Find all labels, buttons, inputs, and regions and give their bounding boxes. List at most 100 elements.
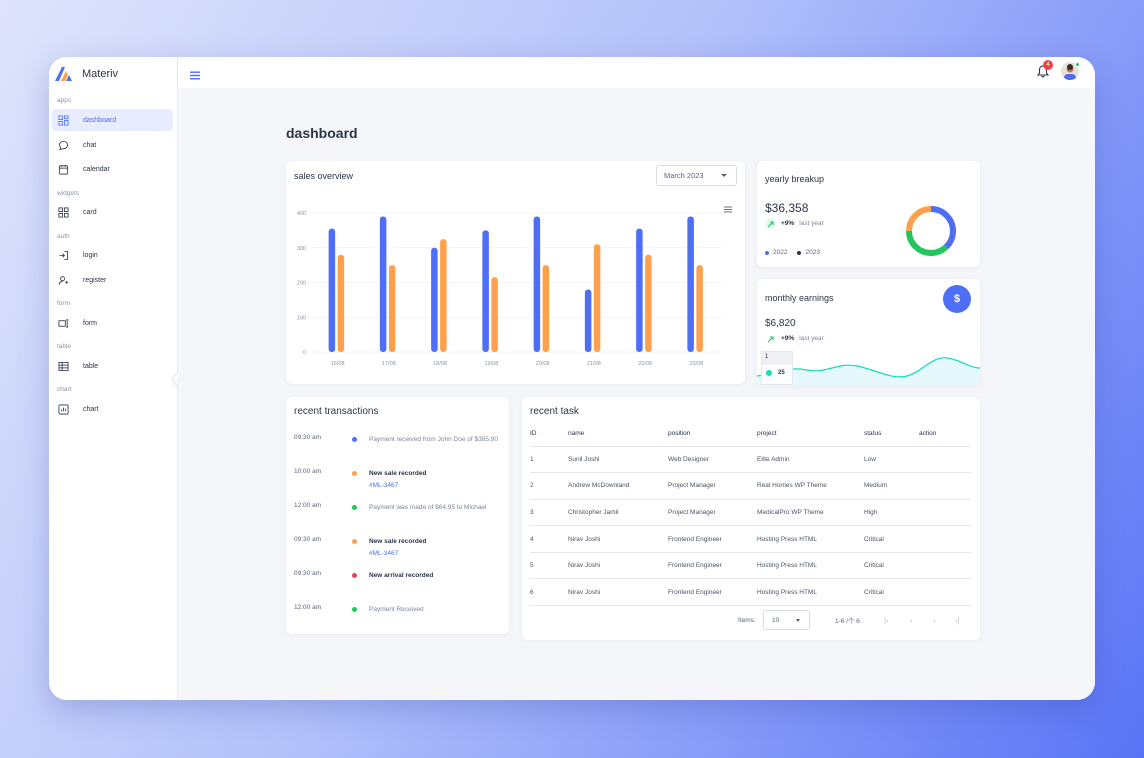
- prev-page-button[interactable]: ‹: [910, 615, 913, 625]
- sidebar-item-table[interactable]: table: [52, 355, 173, 377]
- sidebar-item-chat[interactable]: chat: [52, 134, 173, 156]
- bar-series-1-23/08: [696, 265, 703, 352]
- table-cell: Project Manager: [668, 472, 757, 500]
- sidebar-section-table: table: [57, 343, 72, 350]
- trend-up-icon: [765, 218, 776, 229]
- table-cell: Christopher Jamil: [568, 499, 668, 527]
- next-page-button[interactable]: ›: [933, 615, 936, 625]
- column-header-action: action: [919, 422, 971, 447]
- yearly-donut-chart: [906, 206, 956, 256]
- earnings-change-row: +9% last year: [765, 333, 824, 344]
- legend-dot: [797, 250, 802, 255]
- logo-icon: [55, 67, 72, 81]
- bar-series-1-18/08: [440, 239, 447, 352]
- sidebar-section-apps: apps: [57, 97, 72, 104]
- yearly-amount: $36,358: [765, 201, 809, 215]
- transaction-text: Payment received from John Doe of $385.9…: [369, 436, 498, 443]
- bar-series-1-20/08: [542, 265, 550, 352]
- table-row[interactable]: 3 Christopher Jamil Project Manager Medical…: [530, 499, 971, 527]
- table-cell: Hosting Press HTML: [757, 525, 864, 553]
- table-row[interactable]: 4 Nirav Joshi Frontend Engineer Hosting Pre…: [530, 525, 971, 553]
- table-cell: Frontend Engineer: [668, 578, 757, 607]
- transaction-link[interactable]: #ML-3467: [369, 482, 399, 489]
- avatar[interactable]: [1061, 62, 1079, 80]
- sidebar-item-label: login: [83, 251, 98, 259]
- page-range: 1-6 /个 6: [835, 618, 860, 625]
- table-cell: Real Homes WP Theme: [757, 472, 864, 500]
- page-size-select[interactable]: 10: [763, 610, 810, 630]
- table-cell: Low: [864, 446, 919, 474]
- brand[interactable]: Materiv: [55, 65, 118, 83]
- table-row[interactable]: 2 Andrew McDownland Project Manager Real Ho…: [530, 472, 971, 500]
- earnings-sparkline: [757, 357, 980, 386]
- sidebar-section-auth: auth: [57, 233, 70, 240]
- table-row[interactable]: 5 Nirav Joshi Frontend Engineer Hosting Pre…: [530, 552, 971, 580]
- month-select-value: March 2023: [664, 171, 704, 180]
- sidebar-item-form[interactable]: form: [52, 312, 173, 334]
- sidebar-item-label: calendar: [83, 165, 110, 173]
- transaction-dot: [352, 573, 357, 578]
- yearly-change: +9%: [781, 220, 795, 227]
- table-cell: Web Designer: [668, 446, 757, 474]
- table-row[interactable]: 6 Nirav Joshi Frontend Engineer Hosting Pre…: [530, 578, 971, 607]
- bar-series-0-22/08: [636, 228, 643, 352]
- yearly-breakup-card: yearly breakup $36,358 +9% last year 202…: [757, 161, 980, 267]
- bar-series-1-22/08: [645, 254, 652, 352]
- notification-badge: 4: [1043, 60, 1053, 70]
- transaction-time: 12:00 am: [294, 502, 322, 509]
- caret-down-icon: [796, 619, 800, 622]
- pagination: Items: 10 1-6 /个 6 |‹ ‹ › ›|: [722, 610, 972, 630]
- x-tick-label: 23/08: [689, 361, 703, 367]
- sidebar-item-label: register: [83, 276, 107, 284]
- transaction-text: New arrival recorded: [369, 572, 434, 579]
- month-select[interactable]: March 2023: [656, 165, 737, 186]
- table-cell: Hosting Press HTML: [757, 552, 864, 580]
- column-header-status: status: [864, 422, 919, 447]
- bar-series-0-16/08: [328, 228, 336, 352]
- menu-toggle-button[interactable]: [190, 67, 200, 80]
- table-cell: [919, 552, 971, 580]
- bar-series-0-20/08: [533, 216, 541, 352]
- table-cell: MedicalPro WP Theme: [757, 499, 864, 527]
- task-table: ID name position project status action 1 Sunil …: [530, 422, 971, 607]
- x-tick-label: 19/08: [484, 361, 498, 367]
- notifications-button[interactable]: 4: [1036, 60, 1053, 79]
- sidebar-item-label: form: [83, 319, 97, 327]
- sidebar-item-chart[interactable]: chart: [52, 398, 173, 420]
- chat-icon: [58, 140, 69, 151]
- last-page-button[interactable]: ›|: [955, 615, 960, 625]
- transaction-link[interactable]: #ML-3467: [369, 550, 399, 557]
- register-icon: [58, 275, 69, 286]
- table-cell: Medium: [864, 472, 919, 500]
- sidebar-item-label: chat: [83, 141, 97, 149]
- sidebar-item-card[interactable]: card: [52, 201, 173, 223]
- form-icon: [58, 318, 69, 329]
- bar-series-0-18/08: [431, 247, 438, 352]
- table-cell: Elite Admin: [757, 446, 864, 474]
- transaction-time: 10:00 am: [294, 468, 322, 475]
- app-window: Materiv apps dashboard chat calendar widgets…: [49, 57, 1095, 700]
- legend-item: 2022: [765, 249, 787, 256]
- dollar-icon: $: [953, 293, 961, 305]
- transaction-dot: [352, 607, 357, 612]
- donut-segment-2: [906, 206, 956, 256]
- caret-down-icon: [721, 174, 727, 177]
- bar-series-1-17/08: [388, 265, 396, 352]
- earnings-amount: $6,820: [765, 318, 796, 329]
- sidebar-item-register[interactable]: register: [52, 269, 173, 291]
- sidebar-item-calendar[interactable]: calendar: [52, 158, 173, 180]
- column-header-name: name: [568, 422, 668, 447]
- first-page-button[interactable]: |‹: [884, 615, 889, 625]
- transaction-time: 12:00 am: [294, 604, 322, 611]
- table-cell: [919, 578, 971, 607]
- sidebar-item-login[interactable]: login: [52, 244, 173, 266]
- transaction-text-block: New arrival recorded: [369, 570, 499, 582]
- chart-menu-button[interactable]: [724, 200, 732, 213]
- earnings-button[interactable]: $: [943, 285, 971, 313]
- sidebar-item-label: card: [83, 208, 97, 216]
- table-row[interactable]: 1 Sunil Joshi Web Designer Elite Admin Low: [530, 446, 971, 474]
- transaction-time: 09:30 am: [294, 536, 322, 543]
- sidebar-item-dashboard[interactable]: dashboard: [52, 109, 173, 131]
- sidebar-item-label: dashboard: [83, 116, 117, 124]
- transaction-text: Payment Received: [369, 606, 424, 613]
